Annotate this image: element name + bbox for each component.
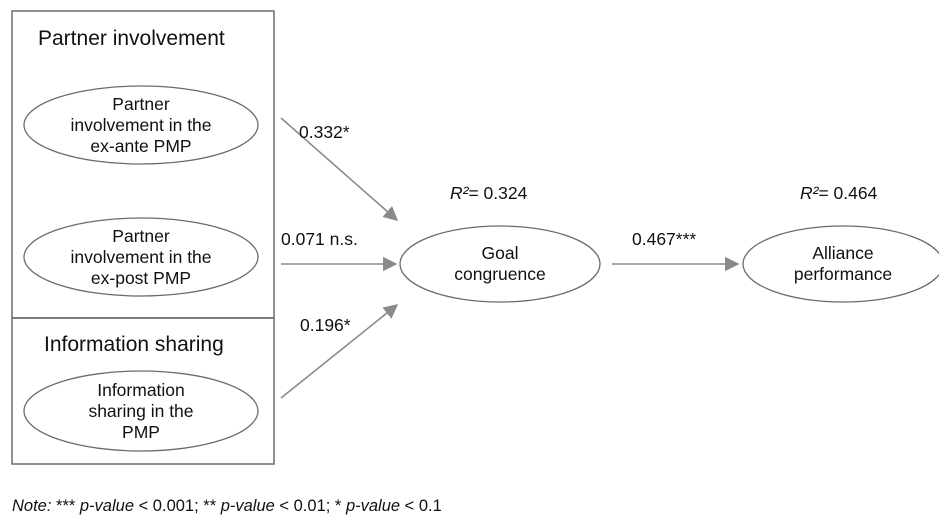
goal-congruence-label: Goal congruence xyxy=(420,241,580,287)
coef-goal-to-alliance: 0.467*** xyxy=(632,229,697,249)
coef-ex-ante-to-goal: 0.332* xyxy=(299,122,350,142)
note-stars-1: *** xyxy=(51,497,80,515)
ex-ante-line-2: involvement in the xyxy=(70,114,212,135)
ex-ante-ellipse xyxy=(23,85,259,165)
ex-post-line-1: Partner xyxy=(112,225,170,246)
goal-r2-symbol: R² xyxy=(450,183,469,203)
note-stars-2: ** xyxy=(198,497,221,515)
ex-ante-label: Partner involvement in the ex-ante PMP xyxy=(41,92,241,158)
ex-post-label: Partner involvement in the ex-post PMP xyxy=(41,224,241,290)
alliance-line-2: performance xyxy=(793,264,893,284)
note-term-1: p-value xyxy=(79,497,134,515)
partner-involvement-title: Partner involvement xyxy=(38,27,225,50)
info-sharing-line-2: sharing in the xyxy=(88,400,194,421)
information-sharing-title: Information sharing xyxy=(44,333,224,356)
goal-r-squared: R²= 0.324 xyxy=(450,183,527,203)
info-sharing-label: Information sharing in the PMP xyxy=(41,378,241,444)
alliance-line-1: Alliance xyxy=(812,243,874,263)
goal-line-1: Goal xyxy=(481,243,519,263)
info-sharing-line-1: Information xyxy=(97,379,185,400)
alliance-performance-ellipse xyxy=(742,225,939,303)
info-sharing-ellipse xyxy=(23,370,259,452)
alliance-r-squared: R²= 0.464 xyxy=(800,183,877,203)
coef-info-to-goal: 0.196* xyxy=(300,315,351,335)
goal-line-2: congruence xyxy=(454,264,546,284)
alliance-performance-label: Alliance performance xyxy=(763,241,923,287)
ex-post-line-3: ex-post PMP xyxy=(90,267,192,288)
arrow-ex-ante-to-goal xyxy=(280,117,399,221)
alliance-r2-value: = 0.464 xyxy=(818,183,878,203)
coef-ex-post-to-goal: 0.071 n.s. xyxy=(281,229,358,249)
goal-congruence-ellipse xyxy=(399,225,601,303)
alliance-r2-symbol: R² xyxy=(800,183,819,203)
information-sharing-box xyxy=(11,317,275,465)
note-stars-3: * xyxy=(330,497,346,515)
arrow-info-to-goal xyxy=(280,304,399,399)
ex-ante-line-1: Partner xyxy=(112,93,170,114)
note-term-3: p-value xyxy=(345,497,401,515)
ex-post-line-2: involvement in the xyxy=(70,246,212,267)
info-sharing-line-3: PMP xyxy=(122,421,160,442)
note-rest-1: < 0.001; xyxy=(134,497,199,515)
ex-post-ellipse xyxy=(23,217,259,297)
goal-r2-value: = 0.324 xyxy=(468,183,528,203)
ex-ante-line-3: ex-ante PMP xyxy=(90,135,192,156)
significance-note: Note: *** p-value < 0.001; ** p-value < … xyxy=(12,496,442,516)
note-term-2: p-value xyxy=(220,497,275,515)
note-label: Note: xyxy=(12,497,52,515)
note-rest-3: < 0.1 xyxy=(400,497,442,515)
note-rest-2: < 0.01; xyxy=(274,497,331,515)
